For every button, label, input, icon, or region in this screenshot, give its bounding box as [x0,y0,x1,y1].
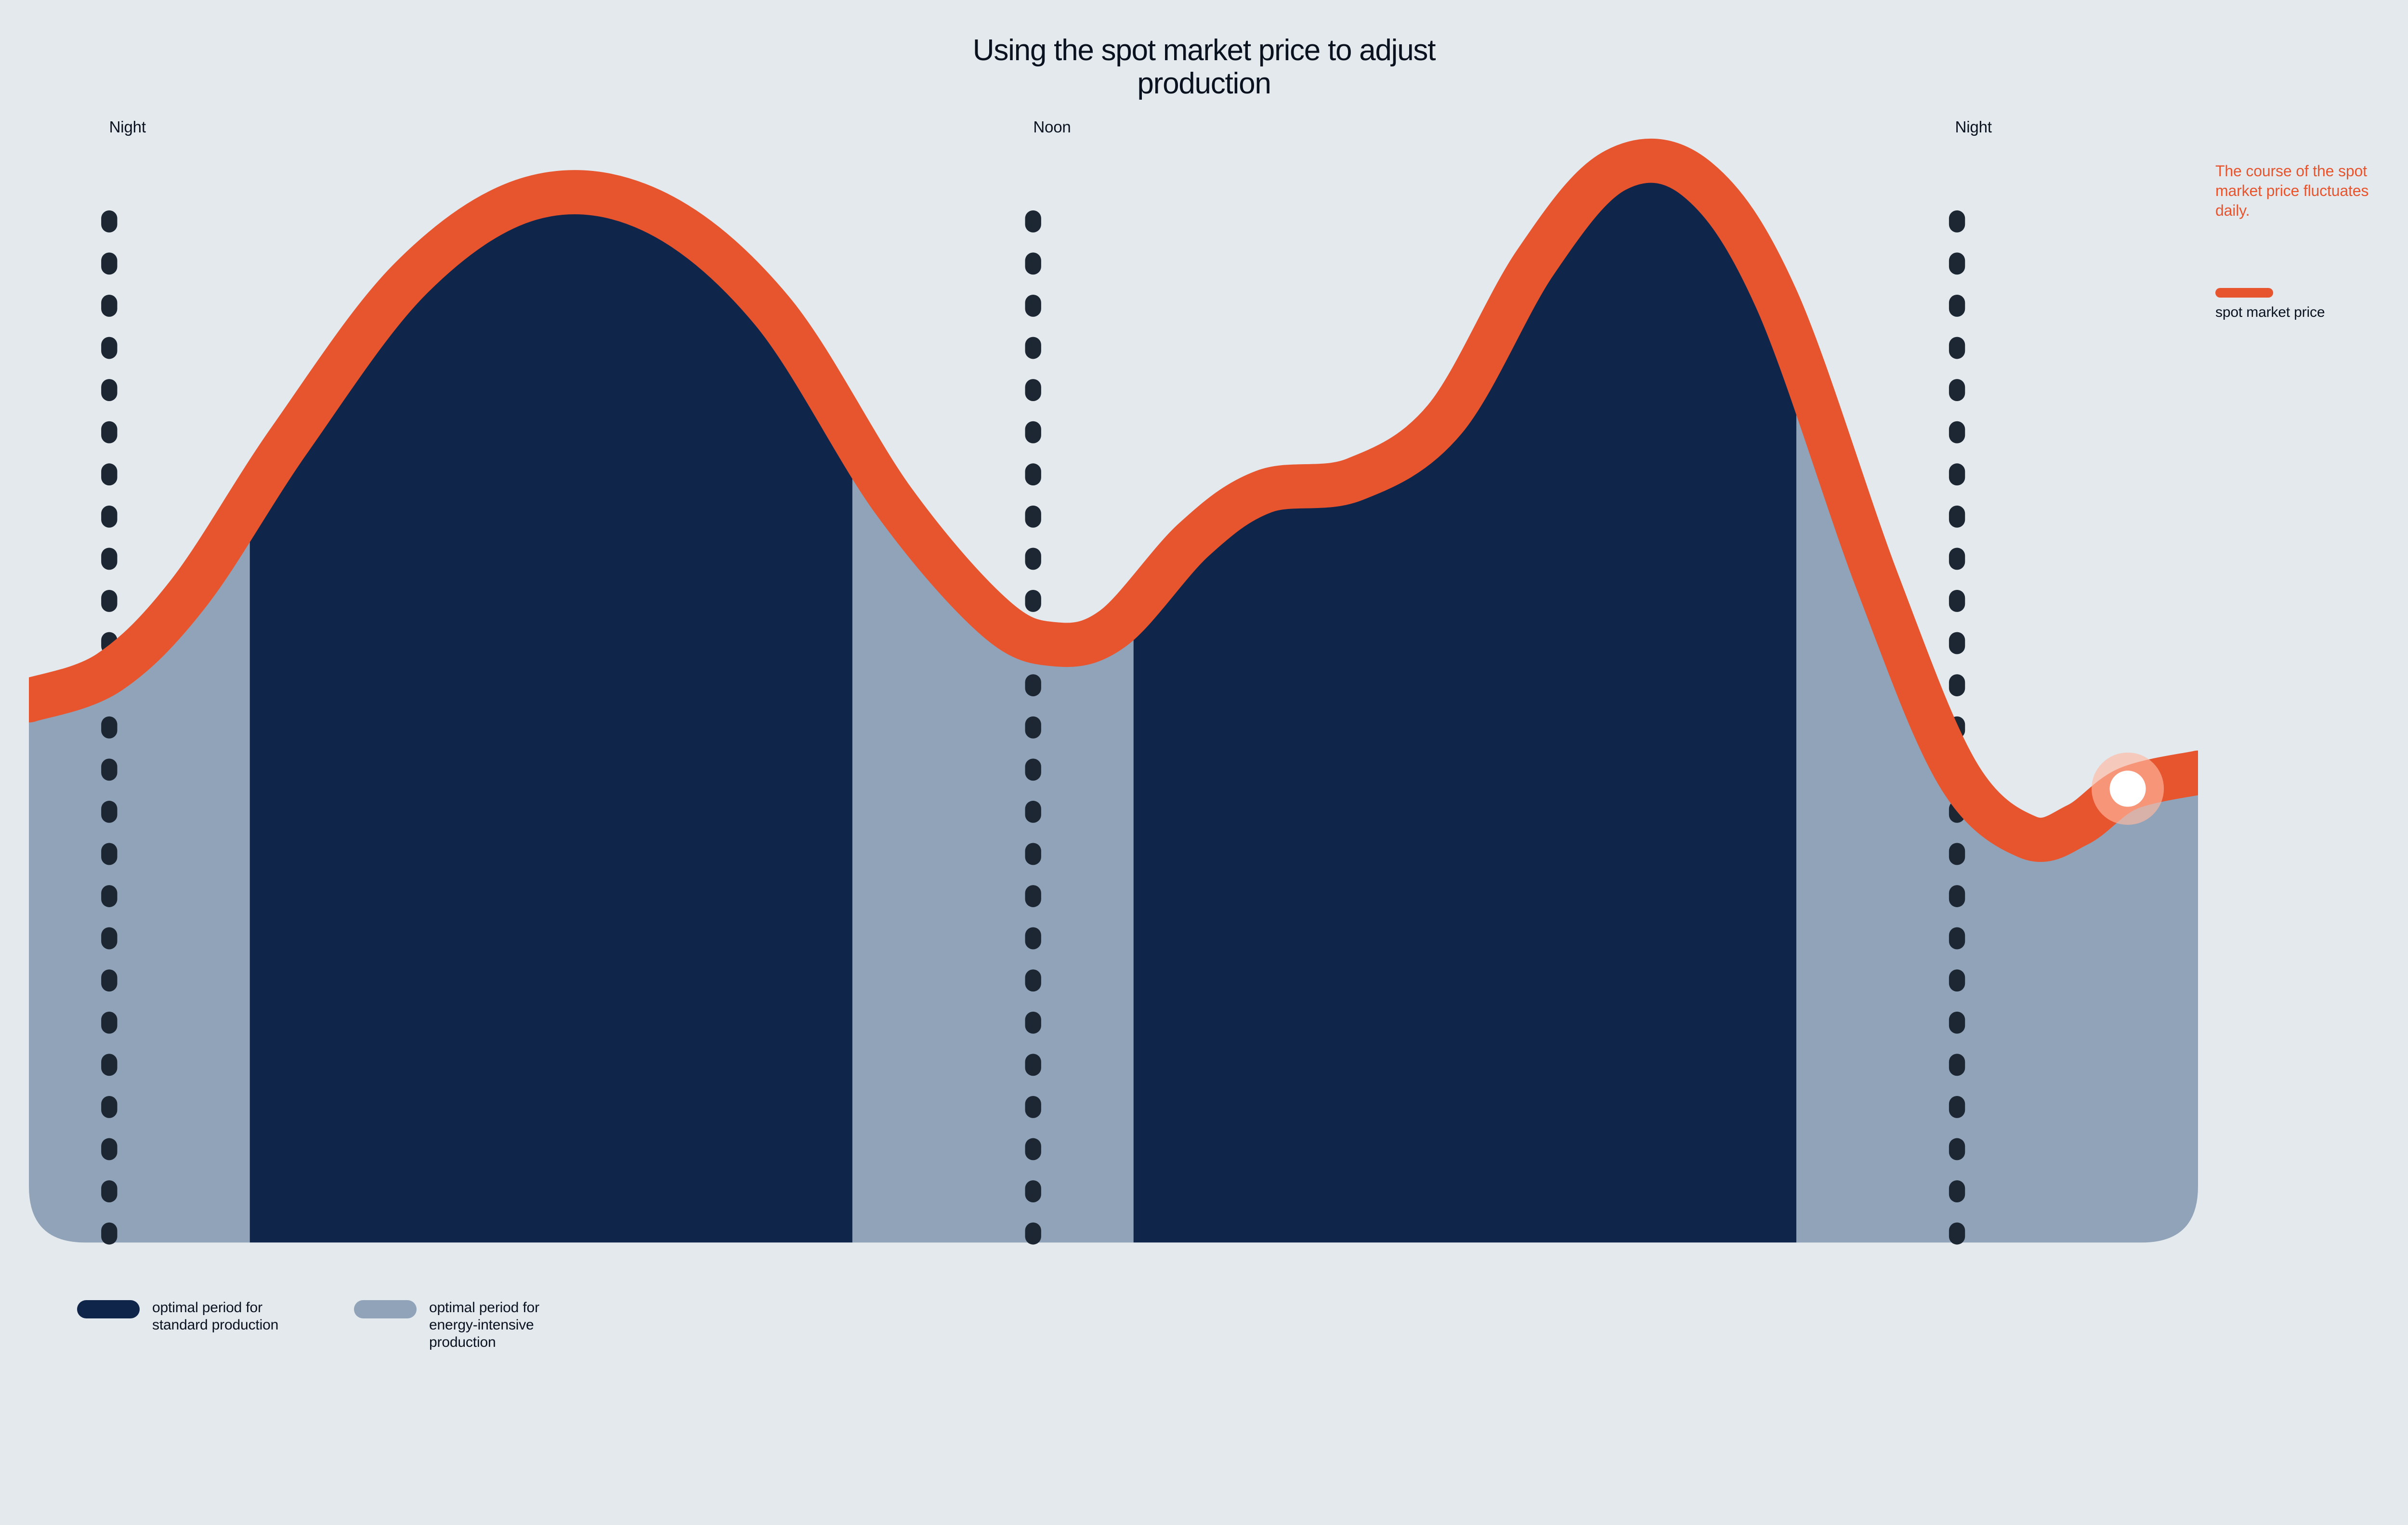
legend-chip-standard [77,1300,140,1318]
area-chart [29,118,2198,1283]
legend-text-standard: optimal period for standard production [152,1299,311,1334]
time-label: Night [1955,118,1992,136]
legend: optimal period for standard production o… [29,1299,588,1351]
line-legend: spot market price [2215,288,2379,321]
line-swatch [2215,288,2273,298]
time-label: Night [109,118,146,136]
page-root: Using the spot market price to adjust pr… [0,0,2408,1525]
legend-text-energy: optimal period for energy-intensive prod… [429,1299,588,1351]
legend-chip-energy [354,1300,417,1318]
chart-title: Using the spot market price to adjust pr… [915,34,1493,101]
side-panel: The course of the spot market price fluc… [2215,118,2379,1283]
chart-container: Night Noon Night [29,118,2198,1283]
annotation-text: The course of the spot market price fluc… [2215,161,2379,221]
chart-stage: Night Noon Night The course of the spot ma… [29,118,2379,1283]
legend-item-standard: optimal period for standard production [77,1299,311,1334]
time-label: Noon [1033,118,1071,136]
line-legend-label: spot market price [2215,304,2379,321]
legend-item-energy: optimal period for energy-intensive prod… [354,1299,588,1351]
